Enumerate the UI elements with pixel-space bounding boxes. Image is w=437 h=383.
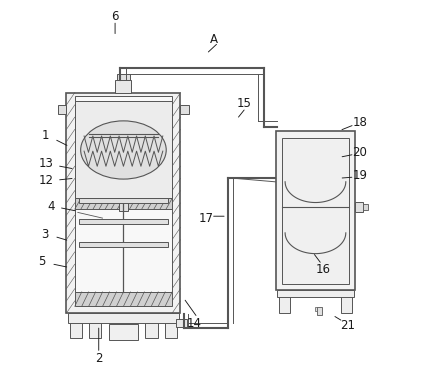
- Text: 3: 3: [42, 228, 49, 241]
- Ellipse shape: [81, 121, 166, 179]
- Bar: [277, 290, 354, 297]
- Bar: [58, 105, 66, 113]
- Text: 14: 14: [186, 318, 201, 330]
- Bar: [355, 202, 363, 212]
- Text: 13: 13: [38, 157, 53, 170]
- Bar: [278, 290, 290, 313]
- Bar: [70, 313, 83, 338]
- Text: 15: 15: [237, 97, 252, 110]
- Bar: [75, 198, 172, 209]
- Text: 19: 19: [353, 169, 368, 182]
- Bar: [79, 219, 168, 224]
- Text: A: A: [210, 33, 218, 46]
- Text: 16: 16: [316, 263, 330, 276]
- Bar: [79, 198, 168, 203]
- Text: 6: 6: [111, 10, 119, 23]
- Text: 1: 1: [42, 129, 49, 142]
- Text: 2: 2: [95, 352, 103, 365]
- Bar: [341, 290, 352, 313]
- Text: 21: 21: [340, 319, 355, 332]
- Bar: [75, 101, 172, 198]
- Bar: [282, 137, 349, 283]
- Text: 5: 5: [38, 255, 46, 268]
- Bar: [176, 319, 187, 327]
- Bar: [75, 292, 172, 306]
- Bar: [363, 204, 368, 210]
- Text: 12: 12: [38, 173, 53, 187]
- Bar: [146, 313, 158, 338]
- Bar: [79, 242, 168, 247]
- Bar: [109, 324, 138, 340]
- Text: 18: 18: [353, 116, 368, 129]
- Bar: [180, 105, 189, 113]
- Bar: [276, 131, 355, 290]
- Bar: [117, 74, 130, 80]
- Text: 17: 17: [199, 213, 214, 225]
- Bar: [119, 200, 128, 211]
- Text: 4: 4: [48, 200, 55, 213]
- Bar: [315, 308, 317, 311]
- Bar: [68, 313, 179, 322]
- Bar: [164, 313, 177, 338]
- Bar: [317, 307, 322, 315]
- Bar: [89, 313, 101, 338]
- Text: 20: 20: [353, 146, 368, 159]
- Bar: [66, 93, 180, 313]
- Bar: [115, 80, 132, 93]
- Bar: [75, 97, 172, 292]
